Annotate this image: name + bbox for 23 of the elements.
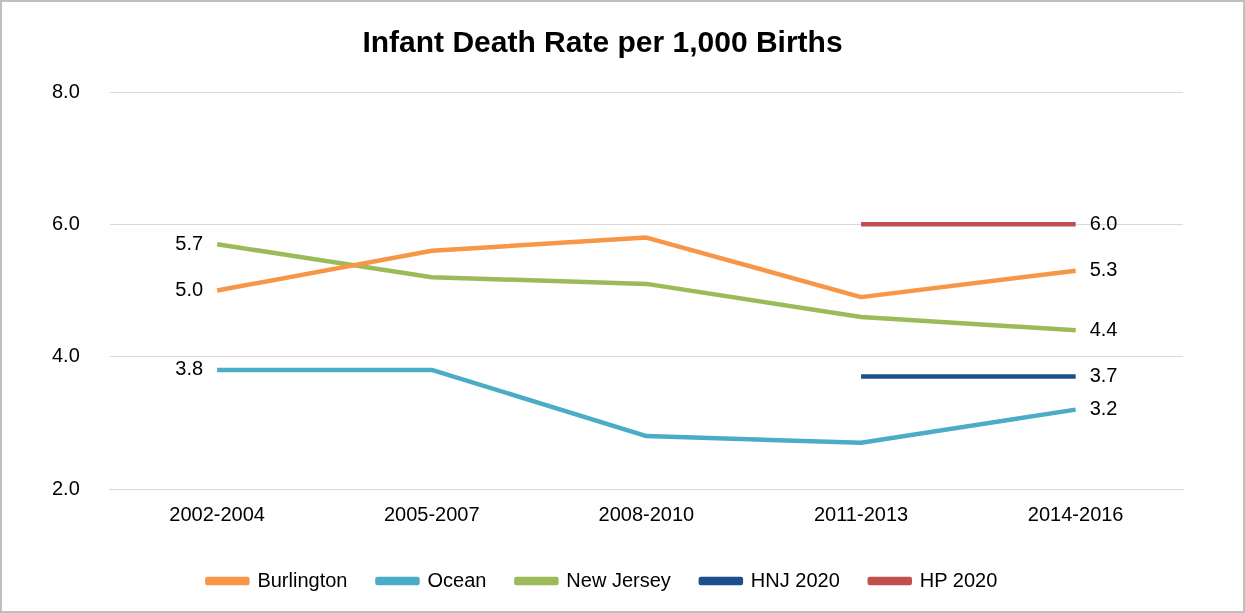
data-label: 3.8 xyxy=(175,357,204,380)
data-label: 6.0 xyxy=(1089,211,1118,234)
legend-label: Burlington xyxy=(257,568,348,591)
x-tick-label: 2008-2010 xyxy=(598,502,695,525)
data-label: 5.0 xyxy=(175,278,204,301)
chart-title: Infant Death Rate per 1,000 Births xyxy=(362,25,843,59)
data-label: 4.4 xyxy=(1089,317,1118,340)
x-tick-label: 2011-2013 xyxy=(813,502,909,525)
y-tick-label: 6.0 xyxy=(51,211,80,234)
x-tick-label: 2014-2016 xyxy=(1027,502,1124,525)
x-tick-label: 2002-2004 xyxy=(169,502,265,525)
legend-label: HP 2020 xyxy=(919,568,998,591)
x-tick-label: 2005-2007 xyxy=(383,502,480,525)
y-tick-label: 2.0 xyxy=(51,476,80,499)
data-label: 5.3 xyxy=(1089,258,1118,281)
legend-label: HNJ 2020 xyxy=(750,568,840,591)
y-tick-label: 4.0 xyxy=(51,344,80,367)
legend-label: New Jersey xyxy=(566,568,671,591)
data-label: 3.2 xyxy=(1089,397,1118,420)
data-label: 3.7 xyxy=(1089,364,1118,387)
data-label: 5.7 xyxy=(175,231,204,254)
y-tick-label: 8.0 xyxy=(51,79,80,102)
legend-label: Ocean xyxy=(427,568,487,591)
